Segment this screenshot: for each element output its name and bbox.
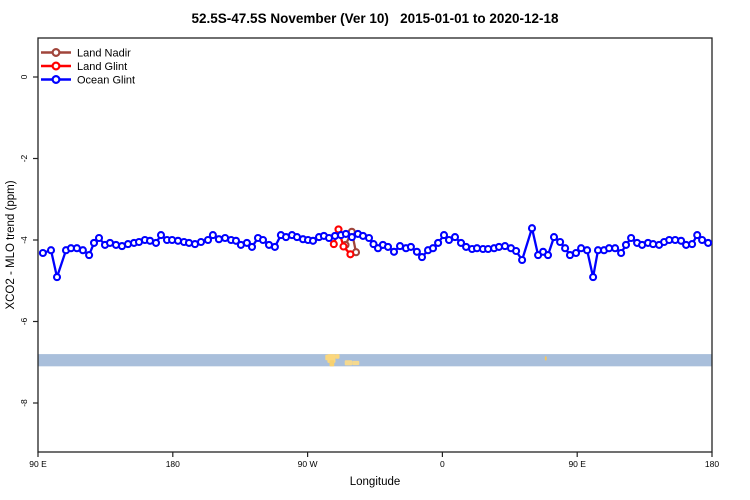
ocean-glint-point — [589, 273, 598, 282]
x-tick-label: 180 — [166, 459, 180, 469]
ocean-glint-point — [704, 238, 713, 247]
ocean-glint-point — [389, 247, 399, 256]
y-tick-label: -8 — [19, 399, 29, 407]
y-tick-label: -4 — [19, 236, 29, 244]
chart-title: 52.5S-47.5S November (Ver 10) 2015-01-01… — [192, 11, 559, 26]
ocean-glint-point — [627, 233, 636, 243]
ocean-glint-point — [85, 251, 94, 260]
ocean-glint-point — [203, 235, 213, 245]
ocean-glint-point — [347, 233, 356, 242]
land-glint-point — [339, 242, 348, 251]
ocean-glint-point — [94, 233, 104, 243]
ocean-glint-point — [556, 237, 565, 247]
map-strip-land — [352, 360, 360, 366]
legend-item-land-nadir: Land Nadir — [41, 48, 131, 60]
ocean-glint-point — [214, 235, 223, 244]
ocean-glint-point — [341, 229, 350, 238]
ocean-glint-point — [617, 248, 626, 258]
ocean-glint-point — [364, 233, 374, 243]
x-tick-label: 90 E — [568, 459, 586, 469]
ocean-glint-point — [242, 238, 251, 247]
land-glint-point — [329, 240, 338, 249]
y-tick-label: 0 — [19, 74, 29, 79]
x-tick-label: 0 — [440, 459, 445, 469]
ocean-glint-point — [270, 242, 279, 251]
ocean-glint-point — [258, 235, 268, 245]
land-glint-point — [346, 250, 355, 259]
map-strip-land — [325, 354, 328, 361]
ocean-glint-point — [518, 255, 527, 265]
ocean-glint-line — [42, 223, 709, 282]
ocean-glint-point — [417, 253, 427, 262]
x-axis-label: Longitude — [350, 476, 401, 488]
ocean-glint-point — [151, 238, 161, 247]
ocean-glint-point — [512, 246, 521, 256]
ocean-glint-point — [383, 242, 393, 251]
ocean-glint-point — [611, 244, 620, 253]
legend-label: Ocean Glint — [77, 75, 135, 87]
map-strip-land — [544, 356, 547, 361]
ocean-glint-point — [156, 231, 166, 240]
map-strip-land — [344, 360, 353, 366]
ocean-glint-point — [450, 233, 460, 242]
ocean-glint-point — [247, 242, 257, 251]
ocean-glint-point — [78, 246, 87, 255]
ocean-glint-point — [583, 246, 592, 255]
ocean-glint-point — [549, 233, 559, 242]
map-strip — [38, 354, 712, 367]
x-tick-label: 180 — [705, 459, 719, 469]
ocean-glint-point — [688, 240, 697, 249]
ocean-glint-point — [698, 235, 707, 245]
map-strip-land — [329, 360, 335, 367]
map-strip-land — [335, 354, 340, 359]
legend-marker — [51, 74, 61, 84]
ocean-glint-point — [444, 235, 454, 245]
ocean-glint-point — [434, 238, 443, 247]
legend-label: Land Glint — [77, 61, 127, 73]
map-strip-ocean — [38, 354, 712, 367]
legend-item-land-glint: Land Glint — [41, 61, 127, 73]
ocean-glint-point — [527, 224, 537, 233]
legend-marker — [51, 47, 61, 57]
x-tick-label: 90 W — [298, 459, 318, 469]
ocean-glint-point — [677, 236, 686, 245]
ocean-glint-point — [38, 248, 47, 258]
plot-border — [37, 37, 713, 453]
ocean-glint-point — [439, 231, 449, 240]
ocean-glint-series — [38, 223, 713, 282]
y-axis-label: XCO2 - MLO trend (ppm) — [5, 180, 17, 309]
y-tick-label: -6 — [19, 317, 29, 325]
ocean-glint-point — [412, 247, 421, 256]
ocean-glint-point — [196, 237, 206, 247]
y-axis-ticks: 0 -2 -4 -6 -8 — [19, 74, 38, 407]
ocean-glint-point — [571, 248, 581, 258]
legend-marker — [51, 61, 61, 71]
x-tick-label: 90 E — [29, 459, 47, 469]
ocean-glint-point — [89, 238, 99, 247]
ocean-glint-point — [52, 273, 62, 282]
ocean-glint-point — [693, 231, 702, 240]
ocean-glint-point — [456, 238, 466, 247]
ocean-glint-point — [428, 244, 438, 253]
legend-label: Land Nadir — [77, 48, 131, 60]
ocean-glint-point — [208, 231, 217, 240]
y-tick-label: -2 — [19, 154, 29, 162]
x-axis-ticks: 90 E 180 90 W 0 90 E 180 — [29, 452, 719, 469]
ocean-glint-point — [308, 236, 318, 245]
ocean-glint-point — [561, 244, 570, 253]
ocean-glint-point — [231, 236, 241, 245]
data-series — [38, 223, 713, 282]
ocean-glint-point — [543, 251, 553, 260]
ocean-glint-point — [406, 242, 415, 251]
ocean-glint-point — [46, 246, 56, 255]
ocean-glint-point — [621, 240, 631, 249]
legend-item-ocean-glint: Ocean Glint — [41, 75, 135, 87]
